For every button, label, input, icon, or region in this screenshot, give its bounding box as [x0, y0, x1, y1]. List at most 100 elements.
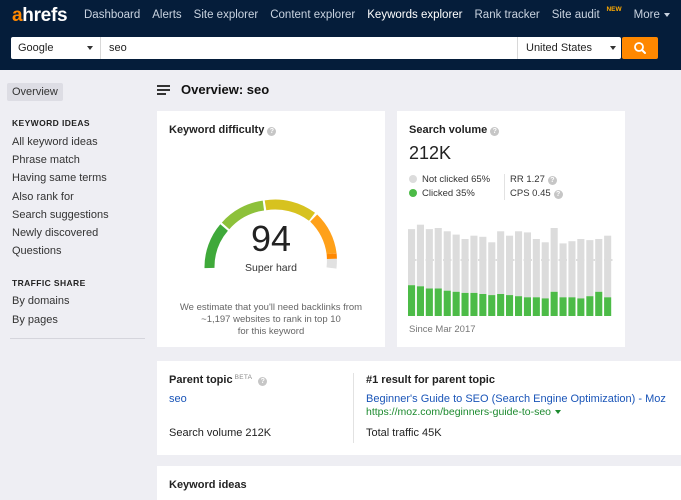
bar-not-clicked-14	[532, 239, 540, 298]
bar-not-clicked-2	[425, 229, 433, 289]
nav-site-audit[interactable]: Site audit NEW	[551, 6, 622, 21]
top-result-link[interactable]: Beginner's Guide to SEO (Search Engine O…	[366, 393, 666, 405]
gauge-segment-2	[221, 200, 265, 230]
note-line-3: for this keyword	[237, 326, 305, 337]
help-icon[interactable]: ?	[258, 377, 268, 386]
bar-clicked-16	[550, 291, 558, 316]
menu-icon[interactable]	[157, 85, 170, 95]
bar-clicked-21	[595, 291, 603, 316]
parent-topic-divider	[353, 373, 354, 443]
sidebar-item-overview[interactable]: Overview	[7, 83, 63, 101]
bar-clicked-8	[479, 294, 487, 316]
chevron-down-icon[interactable]	[555, 410, 562, 414]
bar-not-clicked-7	[470, 235, 478, 293]
sidebar-item-having-same-terms[interactable]: Having same terms	[12, 172, 107, 184]
search-volume-title-text: Search volume	[409, 124, 488, 136]
keyword-difficulty-card: Keyword difficulty? 94 Super hard We est…	[157, 111, 385, 347]
bar-clicked-9	[488, 295, 496, 316]
clicked-label: Clicked 35%	[422, 188, 475, 199]
search-volume-value: 212K	[409, 143, 452, 163]
bar-not-clicked-0	[408, 229, 416, 286]
help-icon[interactable]: ?	[490, 127, 500, 136]
bar-clicked-10	[497, 294, 505, 316]
bar-not-clicked-19	[577, 239, 585, 299]
nav-rank-tracker[interactable]: Rank tracker	[474, 9, 540, 21]
sidebar-item-by-domains[interactable]: By domains	[12, 295, 70, 307]
nav-content-explorer[interactable]: Content explorer	[270, 9, 356, 21]
keyword-ideas-card: Keyword ideas	[157, 466, 681, 500]
top-result-title: #1 result for parent topic	[366, 374, 495, 386]
search-engine-value: Google	[18, 42, 54, 54]
main-nav: Dashboard Alerts Site explorer Content e…	[84, 6, 681, 21]
chart-since-label: Since Mar 2017	[409, 324, 476, 335]
parent-topic-volume: Search volume 212K	[169, 427, 272, 439]
bar-not-clicked-13	[523, 232, 531, 298]
country-value: United States	[526, 42, 593, 54]
not-clicked-label: Not clicked 65%	[422, 174, 491, 185]
difficulty-gauge	[204, 199, 337, 269]
bar-clicked-7	[470, 292, 478, 316]
ahrefs-logo[interactable]: ahrefs	[12, 5, 68, 26]
nav-site-audit-label: Site audit	[551, 9, 600, 21]
bar-clicked-0	[408, 285, 416, 316]
search-volume-chart	[408, 224, 613, 316]
sidebar-item-phrase-match[interactable]: Phrase match	[12, 154, 80, 166]
gauge-segment-3	[264, 199, 316, 221]
rr-metric: RR 1.27?	[510, 174, 557, 185]
cps-metric: CPS 0.45?	[510, 188, 563, 199]
top-header: ahrefs Dashboard Alerts Site explorer Co…	[0, 0, 681, 70]
parent-topic-link[interactable]: seo	[169, 393, 187, 405]
bar-not-clicked-15	[541, 242, 549, 299]
bar-not-clicked-9	[488, 242, 496, 296]
sidebar-item-newly-discovered[interactable]: Newly discovered	[12, 227, 99, 239]
new-badge: NEW	[606, 6, 622, 13]
country-select[interactable]: United States	[517, 37, 621, 59]
bar-clicked-6	[461, 292, 469, 316]
nav-alerts[interactable]: Alerts	[152, 9, 182, 21]
nav-keywords-explorer[interactable]: Keywords explorer	[367, 9, 463, 21]
beta-badge: BETA	[234, 374, 253, 381]
help-icon[interactable]: ?	[547, 176, 557, 185]
bar-clicked-22	[604, 297, 612, 316]
bar-not-clicked-16	[550, 228, 558, 292]
bar-clicked-19	[577, 298, 585, 316]
sidebar-divider	[10, 338, 145, 339]
total-traffic: Total traffic 45K	[366, 427, 442, 439]
bar-clicked-2	[425, 288, 433, 316]
sidebar: Overview KEYWORD IDEAS All keyword ideas…	[0, 70, 145, 500]
not-clicked-dot	[409, 175, 417, 183]
search-volume-card: Search volume? 212K Not clicked 65% Clic…	[397, 111, 625, 347]
help-icon[interactable]: ?	[267, 127, 277, 136]
bar-clicked-3	[434, 288, 442, 316]
sidebar-item-all-keyword-ideas[interactable]: All keyword ideas	[12, 136, 98, 148]
sidebar-item-by-pages[interactable]: By pages	[12, 314, 58, 326]
nav-more[interactable]: More	[634, 9, 670, 21]
bar-not-clicked-8	[479, 236, 487, 294]
bar-not-clicked-4	[443, 231, 451, 291]
top-result-url[interactable]: https://moz.com/beginners-guide-to-seo	[366, 406, 562, 418]
bar-not-clicked-3	[434, 228, 442, 289]
bar-not-clicked-11	[506, 235, 514, 296]
bar-not-clicked-21	[595, 239, 603, 292]
bar-clicked-5	[452, 291, 460, 316]
keyword-difficulty-value: 94	[250, 218, 292, 259]
rr-value: RR 1.27	[510, 174, 545, 185]
keyword-difficulty-title-text: Keyword difficulty	[169, 124, 265, 136]
sidebar-heading-keyword-ideas: KEYWORD IDEAS	[12, 118, 90, 128]
bar-clicked-12	[515, 296, 523, 316]
sidebar-item-also-rank-for[interactable]: Also rank for	[12, 191, 74, 203]
help-icon[interactable]: ?	[553, 190, 563, 199]
top-result-url-text: https://moz.com/beginners-guide-to-seo	[366, 406, 552, 418]
nav-dashboard[interactable]: Dashboard	[84, 9, 141, 21]
bar-clicked-13	[523, 297, 531, 316]
gauge-segment-1	[204, 224, 229, 269]
nav-site-explorer[interactable]: Site explorer	[193, 9, 259, 21]
keyword-input[interactable]: seo	[109, 42, 127, 54]
search-engine-select[interactable]: Google	[11, 37, 101, 59]
keyword-difficulty-label: Super hard	[245, 262, 297, 274]
sidebar-item-questions[interactable]: Questions	[12, 245, 62, 257]
search-volume-title: Search volume?	[409, 124, 500, 136]
sidebar-item-search-suggestions[interactable]: Search suggestions	[12, 209, 109, 221]
search-button[interactable]	[622, 37, 658, 59]
keyword-difficulty-title: Keyword difficulty?	[169, 124, 277, 136]
